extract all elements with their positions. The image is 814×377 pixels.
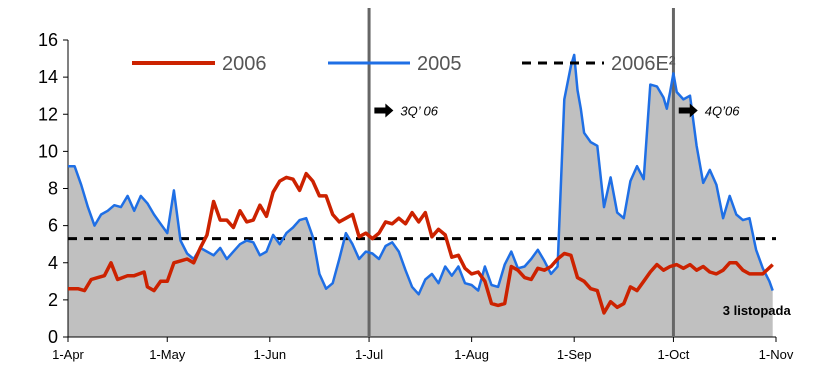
legend: 2006 2005 2006E² — [132, 53, 676, 75]
arrow-right-icon — [678, 103, 698, 118]
y-tick-label: 14 — [38, 67, 58, 87]
x-tick-label: 1-May — [149, 347, 186, 362]
quarter-marker-label: 4Q’06 — [705, 104, 740, 119]
quarter-markers: 3Q’ 06 4Q’06 — [374, 103, 740, 119]
legend-label-2006e: 2006E² — [611, 53, 676, 75]
x-tick-labels: 1-Apr 1-May 1-Jun 1-Jul 1-Aug 1-Sep 1-Oct 1-Nov — [52, 337, 794, 362]
y-tick-label: 6 — [48, 216, 58, 236]
legend-label-2005: 2005 — [417, 53, 462, 75]
series-line-2005 — [68, 53, 774, 296]
y-tick-labels: 0 2 4 6 8 10 12 14 16 — [38, 30, 68, 347]
arrow-right-icon — [374, 103, 394, 118]
area-fill-layer — [68, 54, 773, 338]
y-tick-label: 4 — [48, 253, 58, 273]
x-tick-label: 1-Nov — [759, 347, 794, 362]
annotations: 3 listopada — [723, 303, 792, 318]
y-tick-label: 8 — [48, 179, 58, 199]
x-tick-label: 1-Oct — [658, 347, 690, 362]
y-tick-label: 16 — [38, 30, 58, 50]
legend-label-2006: 2006 — [222, 53, 267, 75]
x-tick-label: 1-Jun — [254, 347, 287, 362]
y-tick-label: 2 — [48, 290, 58, 310]
x-tick-label: 1-Jul — [355, 347, 383, 362]
x-tick-label: 1-Apr — [52, 347, 84, 362]
annotation-label: 3 listopada — [723, 303, 792, 318]
y-tick-label: 10 — [38, 141, 58, 161]
series-lines — [68, 53, 776, 315]
area-2005 — [68, 54, 773, 338]
y-tick-label: 12 — [38, 104, 58, 124]
series-line-2006 — [68, 171, 774, 315]
x-tick-label: 1-Sep — [557, 347, 592, 362]
quarter-marker-label: 3Q’ 06 — [400, 104, 438, 119]
y-tick-label: 0 — [48, 327, 58, 347]
x-tick-label: 1-Aug — [454, 347, 489, 362]
